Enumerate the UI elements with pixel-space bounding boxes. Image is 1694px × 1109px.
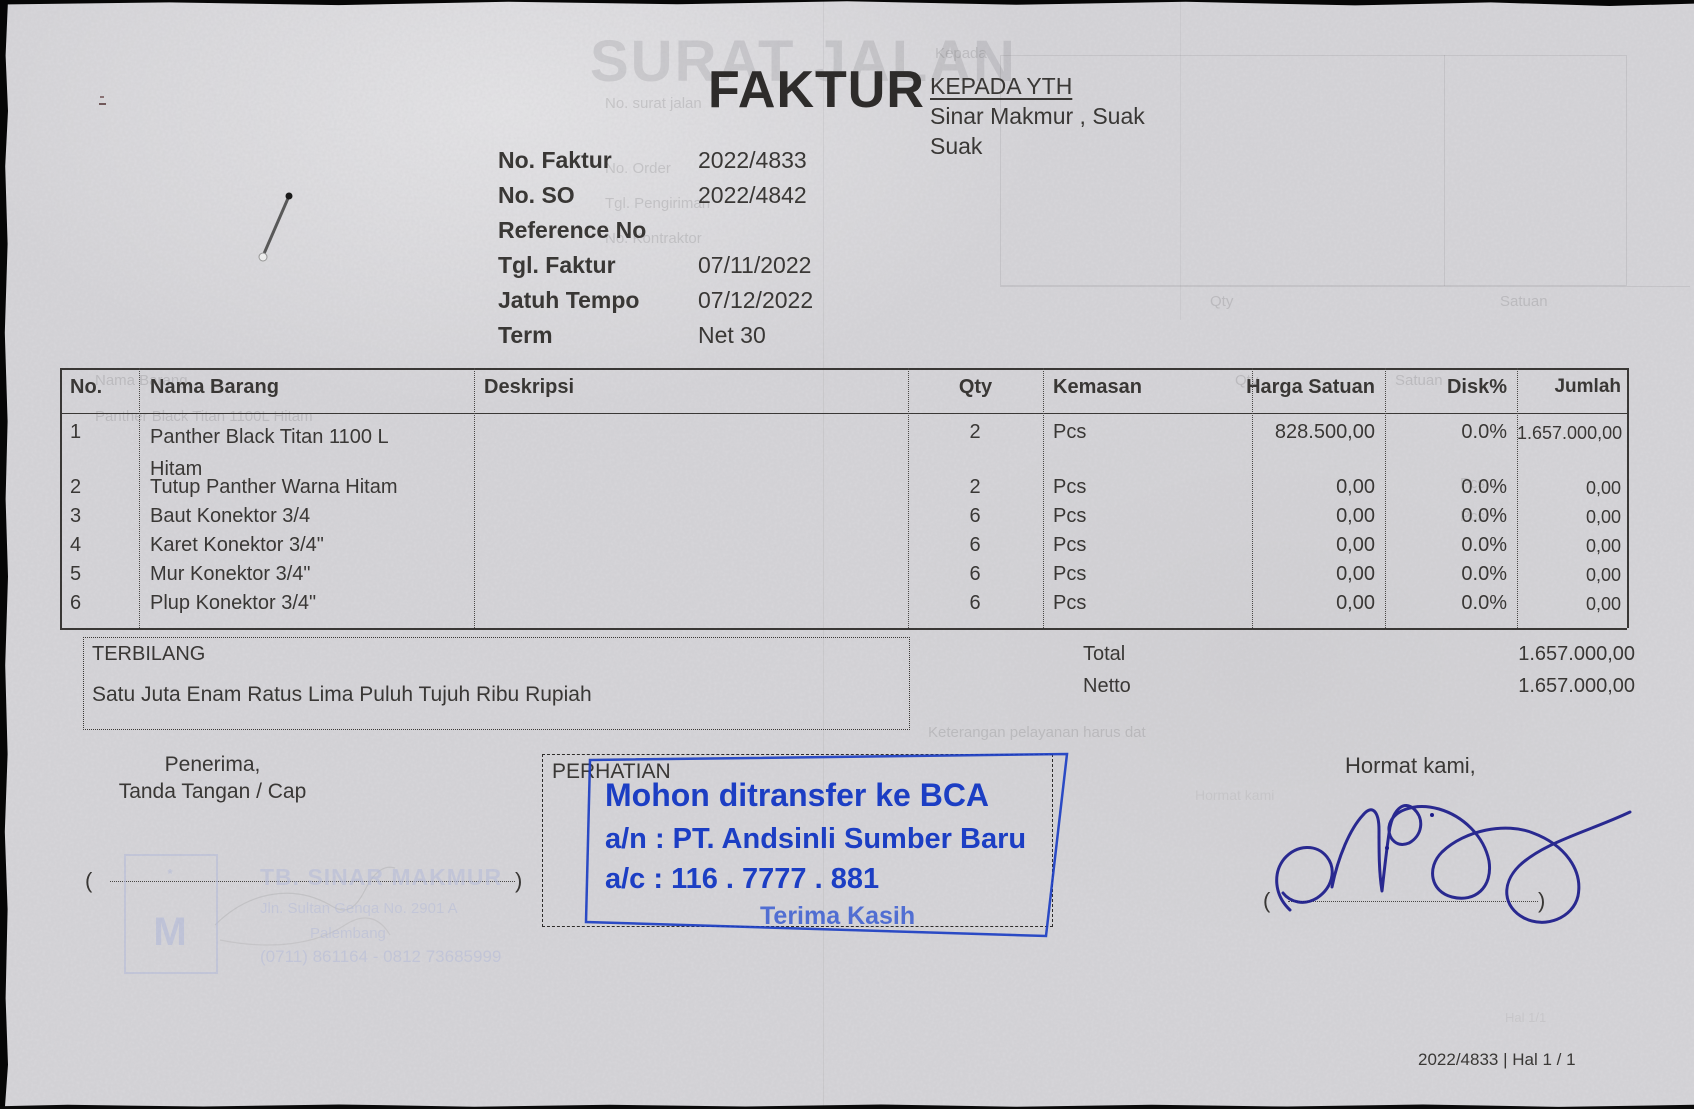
svg-text:M: M bbox=[153, 910, 186, 954]
svg-text:a/c : 116 . 7777 . 881: a/c : 116 . 7777 . 881 bbox=[605, 863, 879, 895]
svg-text:Palembang: Palembang bbox=[310, 925, 386, 942]
svg-text:Terima Kasih: Terima Kasih bbox=[760, 902, 915, 930]
svg-text:TB. SINAR MAKMUR: TB. SINAR MAKMUR bbox=[260, 864, 502, 890]
svg-text:a/n : PT. Andsinli Sumber Baru: a/n : PT. Andsinli Sumber Baru bbox=[605, 823, 1026, 855]
svg-text:(0711) 861164 - 0812 73685999: (0711) 861164 - 0812 73685999 bbox=[260, 947, 501, 966]
svg-text:Jln. Sultan Genqa No. 2901 A: Jln. Sultan Genqa No. 2901 A bbox=[260, 900, 458, 917]
svg-text:Mohon ditransfer ke BCA: Mohon ditransfer ke BCA bbox=[605, 777, 989, 813]
svg-text:*: * bbox=[167, 866, 173, 881]
